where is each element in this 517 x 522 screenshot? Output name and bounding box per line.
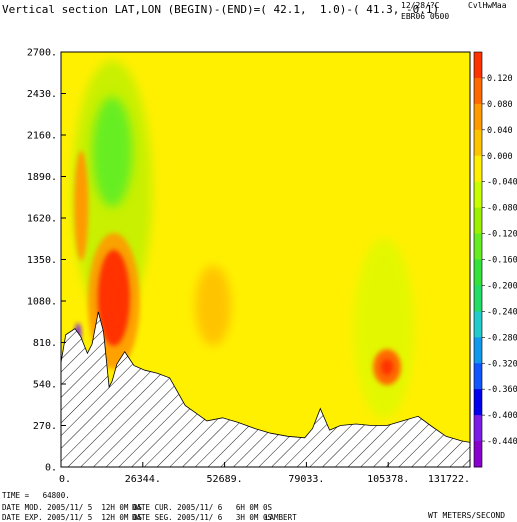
axes: 0. 270. 540. 810. 1080. 1350. 1620. 1890. 2160. 2… — [27, 48, 471, 485]
colorbar-label: -0.400 — [487, 411, 517, 421]
x-tick-label: 131722. — [428, 474, 470, 485]
colorbar-swatch — [474, 52, 482, 79]
header-run: EBR06 0600 — [401, 12, 450, 21]
colorbar-swatch — [474, 311, 482, 338]
x-tick-label: 105378. — [367, 474, 409, 485]
field-secondary-updraft — [74, 150, 89, 261]
colorbar-label: -0.200 — [487, 281, 517, 291]
x-tick-label: 26344. — [125, 474, 161, 485]
colorbar-legend: 0.120 0.080 0.040 0.000 -0.040 -0.080 -0.120 -0… — [473, 51, 517, 468]
colorbar-swatch — [474, 337, 482, 364]
units-label: WT METERS/SECOND — [428, 511, 506, 520]
y-tick-label: 1080. — [27, 297, 57, 308]
colorbar-label: 0.000 — [487, 152, 513, 162]
y-tick-label: 810. — [33, 338, 57, 349]
footer-date-cur: DATE CUR. 2005/11/ 6 6H 0M 0S — [132, 503, 272, 512]
colorbar-swatch — [474, 441, 482, 468]
colorbar-label: 0.120 — [487, 74, 513, 84]
colorbar-label: 0.080 — [487, 100, 513, 110]
footer-date-exp: DATE EXP. 2005/11/ 5 12H 0M 0S — [2, 513, 142, 522]
y-tick-label: 1890. — [27, 172, 57, 183]
field-downdraft — [92, 96, 133, 207]
colorbar-swatch — [474, 155, 482, 183]
colorbar-swatch — [474, 259, 482, 286]
y-tick-label: 1350. — [27, 255, 57, 266]
colorbar-swatch — [474, 415, 482, 442]
footer-projection: LAMBERT — [265, 513, 297, 522]
colorbar-swatch — [474, 363, 482, 390]
colorbar-swatch — [474, 285, 482, 312]
y-tick-label: 540. — [33, 380, 57, 391]
colorbar-label: -0.240 — [487, 307, 517, 317]
x-tick-label: 0. — [59, 474, 71, 485]
x-tick-label: 52689. — [207, 474, 243, 485]
y-tick-label: 2700. — [27, 48, 57, 59]
colorbar-swatch — [474, 389, 482, 416]
colorbar-swatch — [474, 129, 482, 157]
field-core — [381, 359, 394, 376]
y-tick-label: 0. — [45, 463, 57, 474]
colorbar-swatch — [474, 103, 482, 131]
colorbar-label: 0.040 — [487, 126, 513, 136]
chart-title: Vertical section LAT,LON (BEGIN)-(END)=(… — [2, 3, 440, 16]
colorbar-swatch — [474, 77, 482, 105]
footer-date-mod: DATE MOD. 2005/11/ 5 12H 0M 0S — [2, 503, 142, 512]
terrain-mask — [61, 311, 470, 467]
x-tick-label: 79033. — [288, 474, 324, 485]
colorbar-swatch — [474, 233, 482, 260]
colorbar-label: -0.120 — [487, 230, 517, 240]
y-tick-label: 2430. — [27, 89, 57, 100]
header-date: 12/28/?C — [401, 1, 440, 10]
footer-time: TIME = 64800. — [2, 491, 70, 500]
colorbar-label: -0.160 — [487, 256, 517, 266]
terrain-hatch — [61, 311, 470, 467]
colorbar-label: -0.320 — [487, 359, 517, 369]
footer-date-seg: DATE SEG. 2005/11/ 6 3H 0M 0S — [132, 513, 272, 522]
colorbar-swatch — [474, 207, 482, 235]
header-code: CvlHwMaa — [468, 1, 507, 10]
field-updraft — [195, 265, 232, 346]
y-tick-label: 270. — [33, 421, 57, 432]
field-halo — [353, 238, 414, 419]
colorbar-label: -0.280 — [487, 333, 517, 343]
colorbar-label: -0.440 — [487, 437, 517, 447]
colorbar-label: -0.040 — [487, 178, 517, 188]
y-tick-label: 2160. — [27, 131, 57, 142]
field-core — [105, 271, 122, 324]
colorbar-swatch — [474, 181, 482, 209]
colorbar-label: -0.360 — [487, 385, 517, 395]
colorbar-label: -0.080 — [487, 204, 517, 214]
y-tick-label: 1620. — [27, 214, 57, 225]
